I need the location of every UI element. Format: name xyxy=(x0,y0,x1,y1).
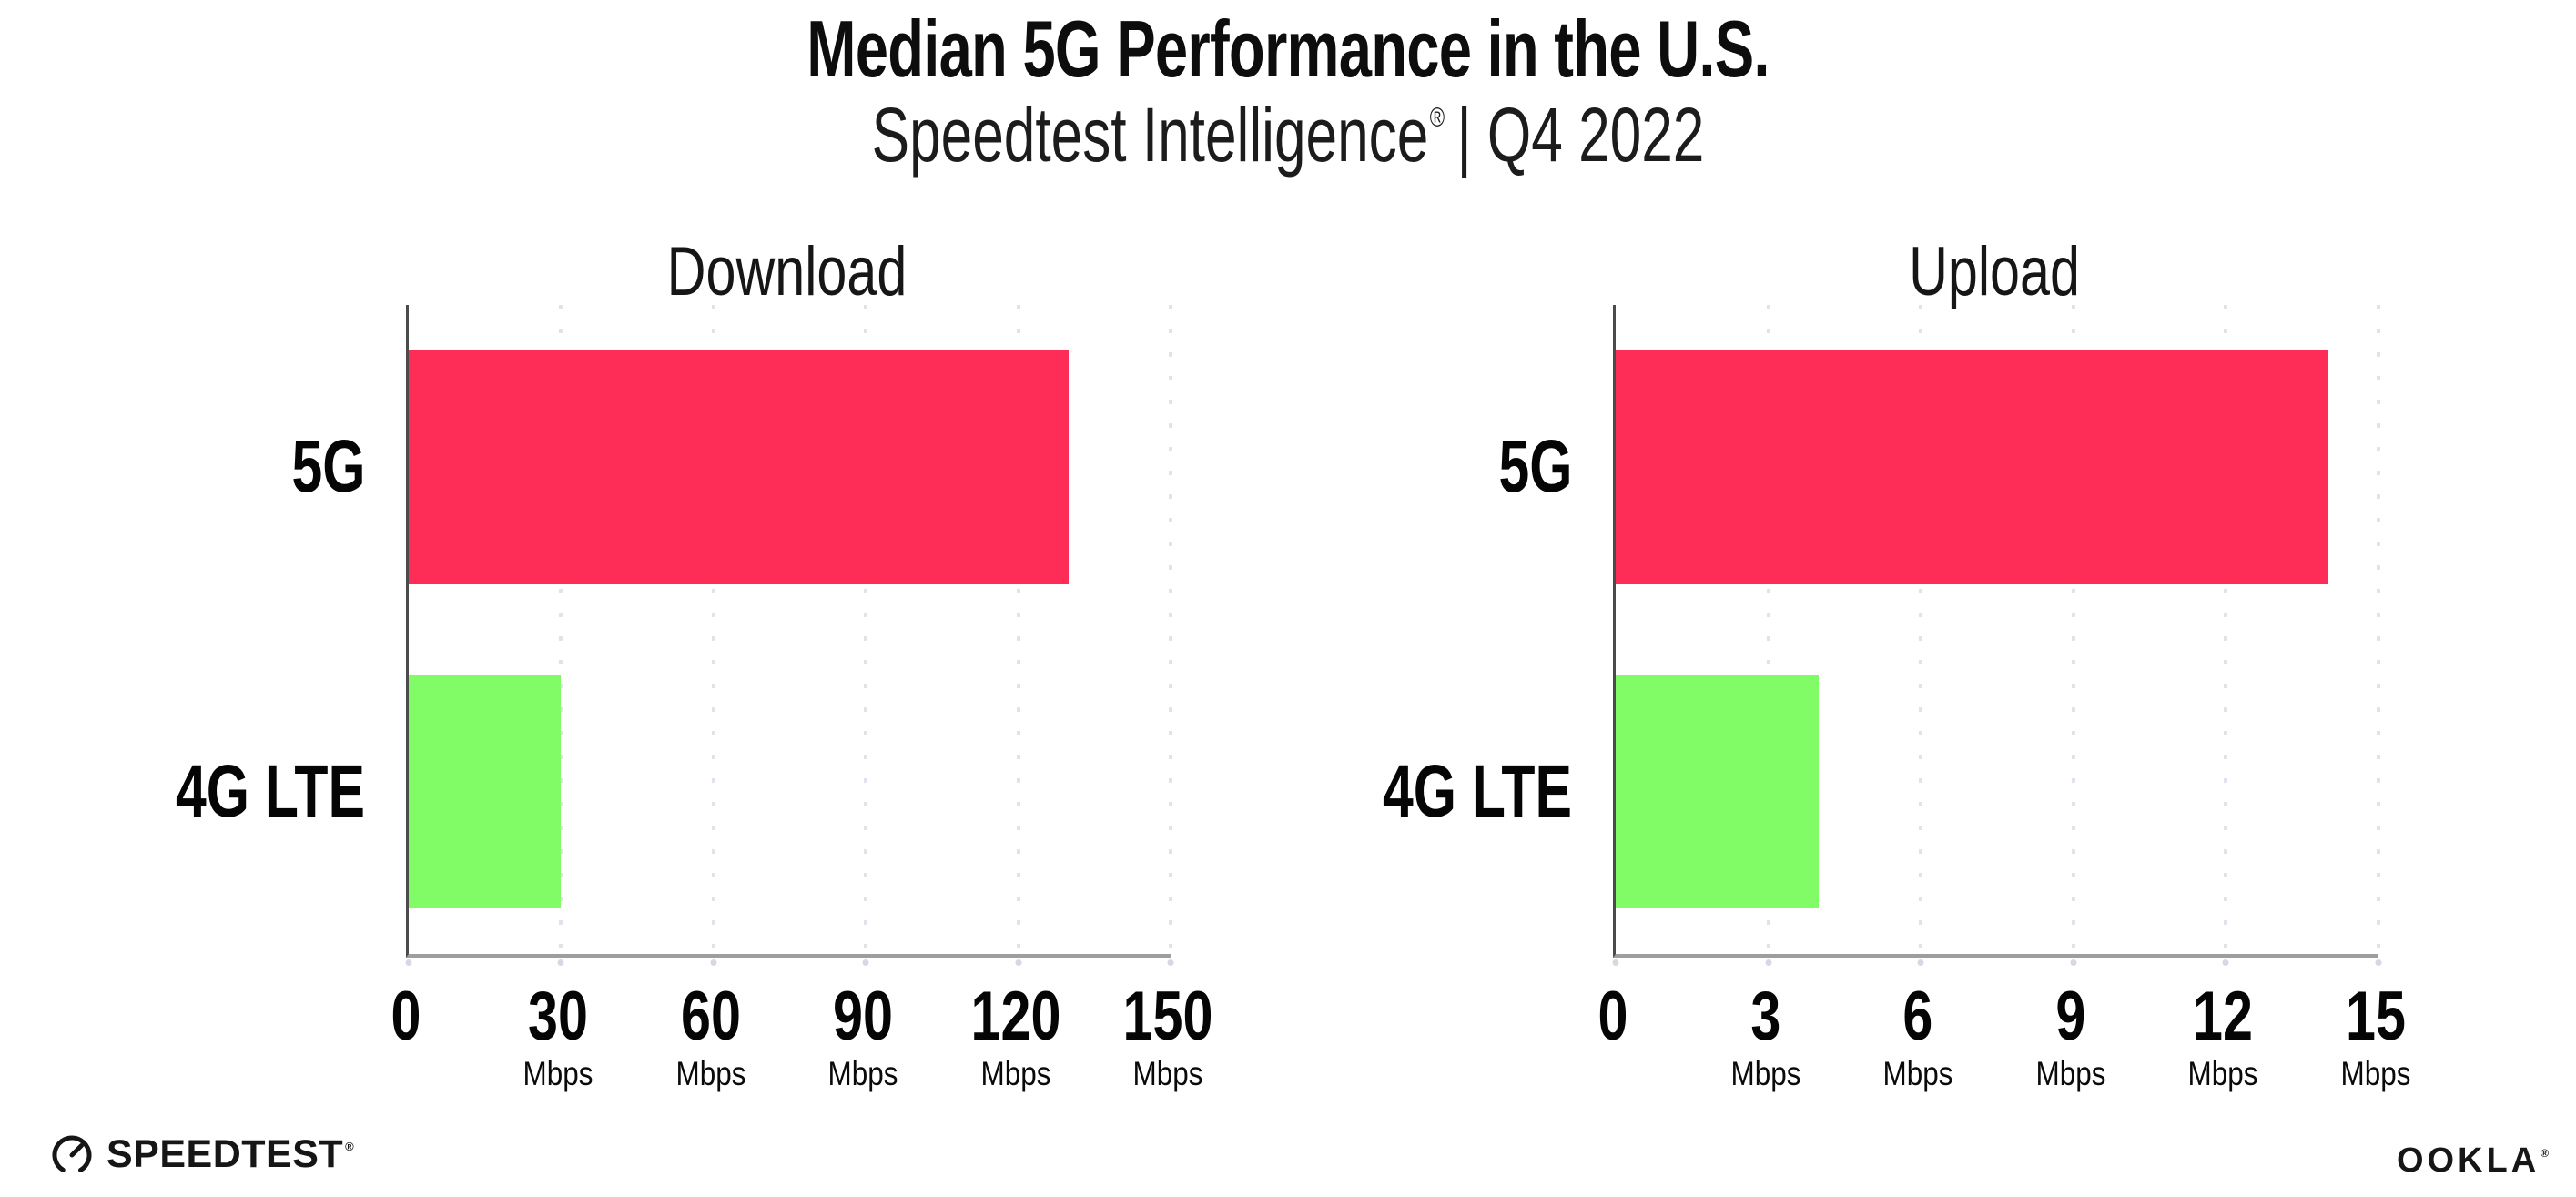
speedtest-registered-mark: ® xyxy=(345,1140,355,1153)
upload-bar-5g xyxy=(1616,350,2328,584)
gridline-90 xyxy=(864,305,868,954)
x-tick-3: 3 Mbps xyxy=(1724,981,1806,1092)
x-tick-30: 30 Mbps xyxy=(517,981,599,1092)
page-title: Median 5G Performance in the U.S. xyxy=(806,4,1770,94)
tick-mark-30 xyxy=(557,959,564,966)
gridline-3 xyxy=(1766,305,1770,954)
x-tick-value: 15 xyxy=(2346,978,2406,1055)
category-row-5g: 5G xyxy=(1356,305,1572,630)
x-tick-unit: Mbps xyxy=(2187,1055,2258,1092)
x-tick-value: 150 xyxy=(1122,978,1213,1055)
x-tick-150: 150 Mbps xyxy=(1111,981,1226,1092)
category-label-5g: 5G xyxy=(291,425,365,509)
download-bar-4g-lte xyxy=(409,675,562,909)
x-tick-value: 12 xyxy=(2193,978,2254,1055)
ookla-wordmark-text: OOKLA xyxy=(2396,1141,2541,1180)
gridline-12 xyxy=(2224,305,2228,954)
download-category-labels: 5G 4G LTE xyxy=(146,305,365,954)
speedtest-wordmark: SPEEDTEST ® xyxy=(106,1132,354,1177)
download-x-axis: 0 30 Mbps 60 Mbps 90 Mbps 120 Mbps 150 Mbps xyxy=(391,981,1213,1127)
gridline-60 xyxy=(711,305,715,954)
upload-bar-4g-lte xyxy=(1616,675,1820,909)
ookla-registered-mark: ® xyxy=(2541,1147,2549,1160)
speedtest-gauge-icon xyxy=(52,1135,92,1174)
ookla-logo: OOKLA® xyxy=(2397,1141,2549,1181)
tick-mark-9 xyxy=(2070,959,2077,966)
x-tick-unit: Mbps xyxy=(1882,1055,1953,1092)
download-chart-title: Download xyxy=(666,233,908,310)
x-tick-90: 90 Mbps xyxy=(822,981,904,1092)
x-tick-0: 0 xyxy=(387,981,425,1052)
upload-chart-title: Upload xyxy=(1909,233,2080,310)
tick-mark-150 xyxy=(1167,959,1174,966)
x-tick-unit: Mbps xyxy=(675,1055,746,1092)
ookla-wordmark: OOKLA® xyxy=(2397,1141,2549,1180)
x-tick-value: 6 xyxy=(1902,978,1933,1055)
tick-mark-3 xyxy=(1765,959,1772,966)
bar-row-5g xyxy=(1616,305,2378,630)
tick-mark-120 xyxy=(1015,959,1022,966)
gridline-30 xyxy=(559,305,563,954)
x-tick-15: 15 Mbps xyxy=(2335,981,2417,1092)
x-tick-value: 60 xyxy=(680,978,741,1055)
x-tick-unit: Mbps xyxy=(827,1055,898,1092)
x-tick-unit: Mbps xyxy=(2340,1055,2411,1092)
tick-mark-60 xyxy=(710,959,717,966)
category-label-5g: 5G xyxy=(1498,425,1572,509)
x-tick-value: 9 xyxy=(2055,978,2086,1055)
page-subtitle: Speedtest Intelligence® | Q4 2022 xyxy=(335,93,2241,195)
speedtest-logo: SPEEDTEST ® xyxy=(50,1132,354,1177)
category-row-5g: 5G xyxy=(146,305,365,630)
x-tick-0: 0 xyxy=(1594,981,1632,1052)
category-label-4g-lte: 4G LTE xyxy=(176,749,365,833)
bar-row-5g xyxy=(409,305,1171,630)
gridline-6 xyxy=(1919,305,1923,954)
bar-row-4g-lte xyxy=(1616,630,2378,955)
x-tick-6: 6 Mbps xyxy=(1877,981,1959,1092)
upload-chart-panel: Upload 5G 4G LTE 0 3 Mbps 6 Mbps 9 Mbps 12 Mbps 15… xyxy=(1356,218,2411,1138)
tick-mark-0 xyxy=(1612,959,1619,966)
gridline-120 xyxy=(1016,305,1020,954)
download-bar-5g xyxy=(409,350,1070,584)
tick-mark-12 xyxy=(2222,959,2229,966)
tick-mark-6 xyxy=(1917,959,1924,966)
category-label-4g-lte: 4G LTE xyxy=(1383,749,1572,833)
header: Median 5G Performance in the U.S. Speedt… xyxy=(0,5,2576,195)
registered-mark: ® xyxy=(1429,103,1445,133)
upload-x-axis: 0 3 Mbps 6 Mbps 9 Mbps 12 Mbps 15 Mbps xyxy=(1598,981,2411,1127)
upload-plot-area xyxy=(1612,305,2382,966)
x-tick-unit: Mbps xyxy=(2035,1055,2106,1092)
x-tick-value: 0 xyxy=(390,978,421,1055)
x-tick-unit: Mbps xyxy=(522,1055,593,1092)
x-tick-12: 12 Mbps xyxy=(2182,981,2264,1092)
x-tick-value: 30 xyxy=(528,978,589,1055)
speedtest-wordmark-text: SPEEDTEST xyxy=(106,1132,344,1176)
upload-category-labels: 5G 4G LTE xyxy=(1356,305,1572,954)
tick-mark-90 xyxy=(862,959,869,966)
download-plot-area xyxy=(405,305,1174,966)
x-tick-120: 120 Mbps xyxy=(958,981,1073,1092)
category-row-4g-lte: 4G LTE xyxy=(146,630,365,955)
x-tick-60: 60 Mbps xyxy=(670,981,752,1092)
gridline-9 xyxy=(2071,305,2075,954)
gridline-150 xyxy=(1169,305,1172,954)
x-tick-9: 9 Mbps xyxy=(2030,981,2112,1092)
x-tick-unit: Mbps xyxy=(1132,1055,1203,1092)
tick-mark-0 xyxy=(405,959,412,966)
download-chart-panel: Download 5G 4G LTE 0 30 Mbps 60 Mbps 90 Mbps 120… xyxy=(146,218,1213,1138)
x-tick-value: 3 xyxy=(1750,978,1781,1055)
tick-mark-15 xyxy=(2375,959,2382,966)
x-tick-unit: Mbps xyxy=(980,1055,1051,1092)
category-row-4g-lte: 4G LTE xyxy=(1356,630,1572,955)
subtitle-period: | Q4 2022 xyxy=(1456,92,1705,178)
gridline-15 xyxy=(2377,305,2380,954)
bar-row-4g-lte xyxy=(409,630,1171,955)
x-tick-value: 120 xyxy=(970,978,1061,1055)
subtitle-brand: Speedtest Intelligence xyxy=(871,92,1429,178)
x-tick-value: 90 xyxy=(833,978,894,1055)
x-tick-value: 0 xyxy=(1597,978,1628,1055)
x-tick-unit: Mbps xyxy=(1730,1055,1801,1092)
